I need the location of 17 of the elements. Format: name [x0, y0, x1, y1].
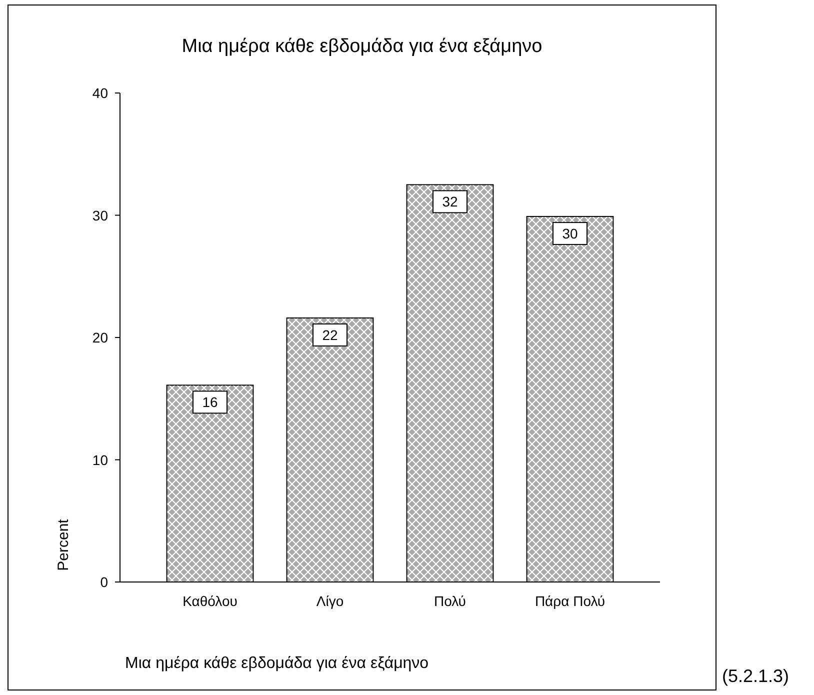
y-tick-label: 30	[92, 207, 108, 224]
y-tick-label: 20	[92, 330, 108, 346]
x-axis-title: Μια ημέρα κάθε εβδομάδα για ένα εξάμηνο	[125, 655, 429, 672]
chart-title: Μια ημέρα κάθε εβδομάδα για ένα εξάμηνο	[182, 36, 542, 57]
x-tick-label: Πάρα Πολύ	[534, 593, 606, 609]
y-tick-label: 40	[92, 85, 108, 101]
x-tick-label: Πολύ	[434, 593, 466, 609]
data-label: 16	[202, 394, 218, 410]
y-tick-label: 10	[92, 452, 108, 468]
text: (5.2.1.3)	[722, 666, 790, 686]
x-tick-label: Λίγο	[316, 593, 344, 609]
y-tick-label: 0	[100, 574, 108, 590]
x-tick-label: Καθόλου	[182, 593, 238, 609]
data-label: 22	[322, 326, 338, 343]
y-axis-title: Percent	[55, 518, 72, 571]
data-label: 32	[442, 194, 458, 210]
data-label: 30	[562, 225, 578, 242]
